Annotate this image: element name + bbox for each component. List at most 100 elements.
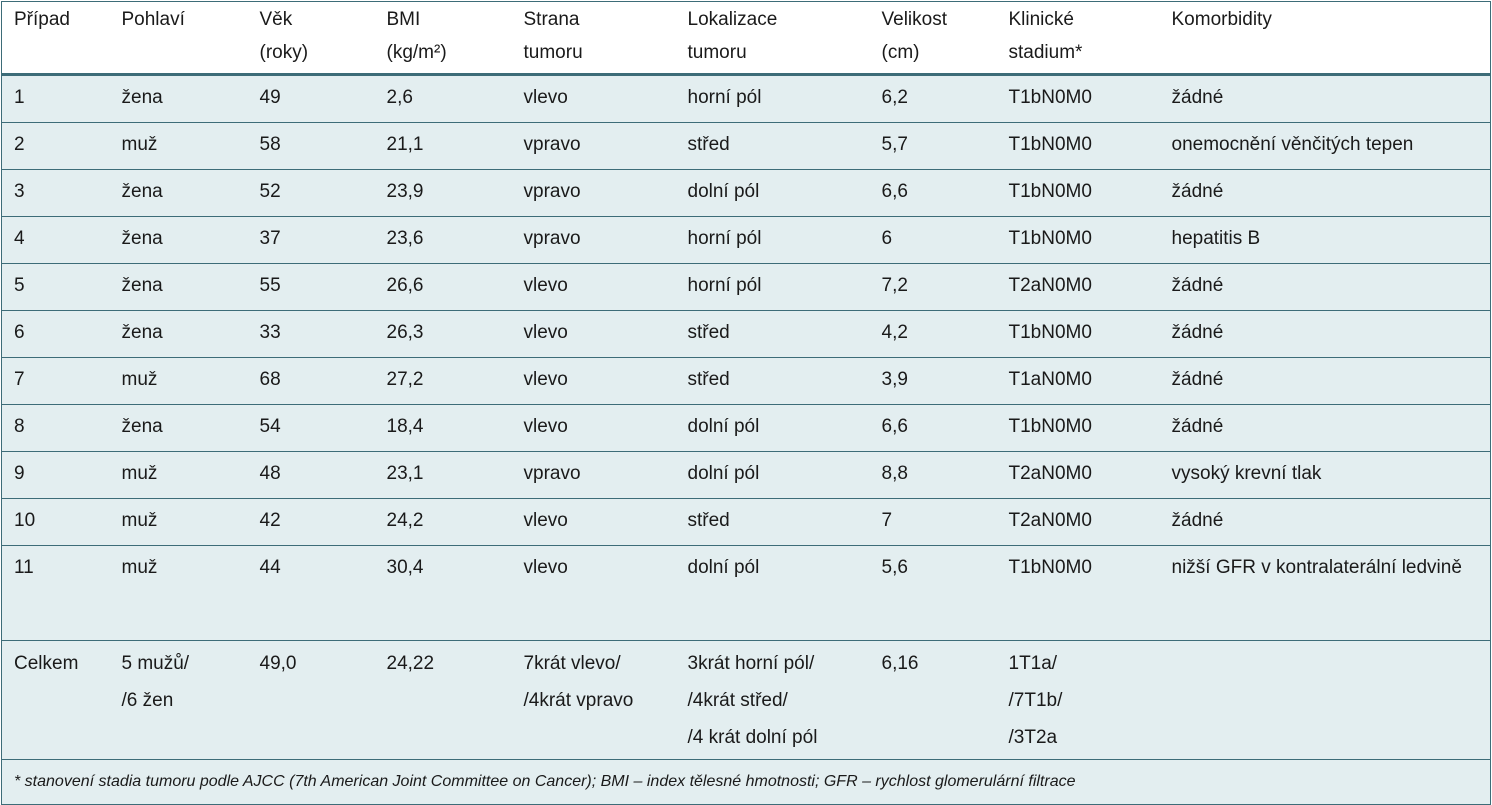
cell-text: dolní pól	[687, 416, 760, 437]
cell-text: muž	[121, 134, 158, 155]
table-cell: muž	[109, 451, 248, 499]
table-cell: vlevo	[511, 404, 676, 452]
table-cell: 5	[1, 263, 110, 311]
table-cell: 5,6	[869, 545, 997, 641]
cell-line: Pohlaví	[121, 9, 185, 30]
table-cell: 37	[247, 216, 375, 264]
table-row: 4 žena 37 23,6 vpravo horní pól 6 T1bN0M0 hepati…	[1, 216, 1491, 264]
table-cell: T1bN0M0	[996, 216, 1160, 264]
cell-text: vlevo	[523, 87, 568, 108]
table-cell: 8,8	[869, 451, 997, 499]
cell-text: 49	[259, 87, 281, 108]
cell-text: T1bN0M0	[1008, 87, 1092, 108]
table-row: 2 muž 58 21,1 vpravo střed 5,7 T1bN0M0 onemocněn…	[1, 122, 1491, 170]
cell-text: 68	[259, 369, 281, 390]
table-cell: střed	[675, 310, 870, 358]
cell-text: 23,1	[386, 463, 424, 484]
cell-text: 6	[14, 322, 25, 343]
cell-text: 18,4	[386, 416, 424, 437]
table-cell: muž	[109, 545, 248, 641]
cell-text: 54	[259, 416, 281, 437]
cell-line: tumoru	[687, 42, 747, 63]
cell-text: střed	[687, 134, 730, 155]
table-cell: střed	[675, 357, 870, 405]
table-cell: 49	[247, 74, 375, 123]
table-cell: 7,2	[869, 263, 997, 311]
table-cell: žena	[109, 74, 248, 123]
table-cell: žádné	[1159, 404, 1491, 452]
table-cell: 6,6	[869, 404, 997, 452]
cell-text: 6,2	[881, 87, 908, 108]
cell-text: T1bN0M0	[1008, 228, 1092, 249]
cell-text: 8	[14, 416, 25, 437]
table-cell: 7	[1, 357, 110, 405]
cell-text: střed	[687, 322, 730, 343]
cell-line: Případ	[14, 9, 70, 30]
table-cell: 26,6	[374, 263, 512, 311]
cell-line: 7krát vlevo/	[523, 653, 621, 674]
cell-text: T2aN0M0	[1008, 275, 1092, 296]
header-row: Případ Pohlaví Věk (roky) BMI (kg/m²) Strana tu…	[1, 1, 1491, 75]
header-cell: BMI (kg/m²)	[374, 1, 512, 75]
cell-text: 48	[259, 463, 281, 484]
header-cell: Komorbidity	[1159, 1, 1491, 75]
table-cell: vpravo	[511, 122, 676, 170]
cell-text: vlevo	[523, 557, 568, 578]
table-cell: vlevo	[511, 545, 676, 641]
total-row: Celkem 5 mužů/ /6 žen 49,0 24,22 7krát vlevo/…	[1, 640, 1491, 760]
cell-text: 2,6	[386, 87, 413, 108]
table-cell: 68	[247, 357, 375, 405]
table-cell: dolní pól	[675, 545, 870, 641]
cell-text: žádné	[1171, 87, 1224, 108]
table-cell: 55	[247, 263, 375, 311]
cell-text: 23,9	[386, 181, 424, 202]
table-row: 10 muž 42 24,2 vlevo střed 7 T2aN0M0 žádné	[1, 498, 1491, 546]
cell-text: 7	[14, 369, 25, 390]
table-cell: 6,6	[869, 169, 997, 217]
cell-text: horní pól	[687, 228, 762, 249]
cell-line: 5 mužů/	[121, 653, 190, 674]
cell-text: 10	[14, 510, 36, 531]
table-cell: 44	[247, 545, 375, 641]
cell-text: 23,6	[386, 228, 424, 249]
table-cell: dolní pól	[675, 451, 870, 499]
cell-text: vlevo	[523, 275, 568, 296]
total-cell: 1T1a/ /7T1b/ /3T2a	[996, 640, 1160, 760]
header-cell: Velikost (cm)	[869, 1, 997, 75]
cell-line: /4krát střed/	[687, 690, 788, 711]
table-cell: 6	[1, 310, 110, 358]
table-row: 9 muž 48 23,1 vpravo dolní pól 8,8 T2aN0M0 vysok…	[1, 451, 1491, 499]
cell-text: muž	[121, 557, 158, 578]
table-cell: vpravo	[511, 216, 676, 264]
table-cell: 3	[1, 169, 110, 217]
table-cell: žádné	[1159, 74, 1491, 123]
cell-text: muž	[121, 463, 158, 484]
cell-text: 58	[259, 134, 281, 155]
table-cell: žádné	[1159, 263, 1491, 311]
cell-text: 27,2	[386, 369, 424, 390]
cell-text: žena	[121, 416, 163, 437]
table-cell: 42	[247, 498, 375, 546]
table-cell: 7	[869, 498, 997, 546]
table-cell: T1bN0M0	[996, 404, 1160, 452]
cell-line: Věk	[259, 9, 293, 30]
table-cell: dolní pól	[675, 404, 870, 452]
cell-text: T1bN0M0	[1008, 557, 1092, 578]
cell-text: 5	[14, 275, 25, 296]
table-cell: 3,9	[869, 357, 997, 405]
table-cell: horní pól	[675, 263, 870, 311]
cell-text: T2aN0M0	[1008, 510, 1092, 531]
table-cell: vlevo	[511, 310, 676, 358]
table-cell: žena	[109, 310, 248, 358]
table-cell: T1aN0M0	[996, 357, 1160, 405]
header-cell: Případ	[1, 1, 110, 75]
table-cell: T2aN0M0	[996, 451, 1160, 499]
table-row: 7 muž 68 27,2 vlevo střed 3,9 T1aN0M0 žádné	[1, 357, 1491, 405]
cell-text: 6,6	[881, 416, 908, 437]
cell-text: vpravo	[523, 463, 581, 484]
table-cell: 30,4	[374, 545, 512, 641]
table-cell: 2	[1, 122, 110, 170]
cell-text: 4	[14, 228, 25, 249]
table-cell: horní pól	[675, 74, 870, 123]
